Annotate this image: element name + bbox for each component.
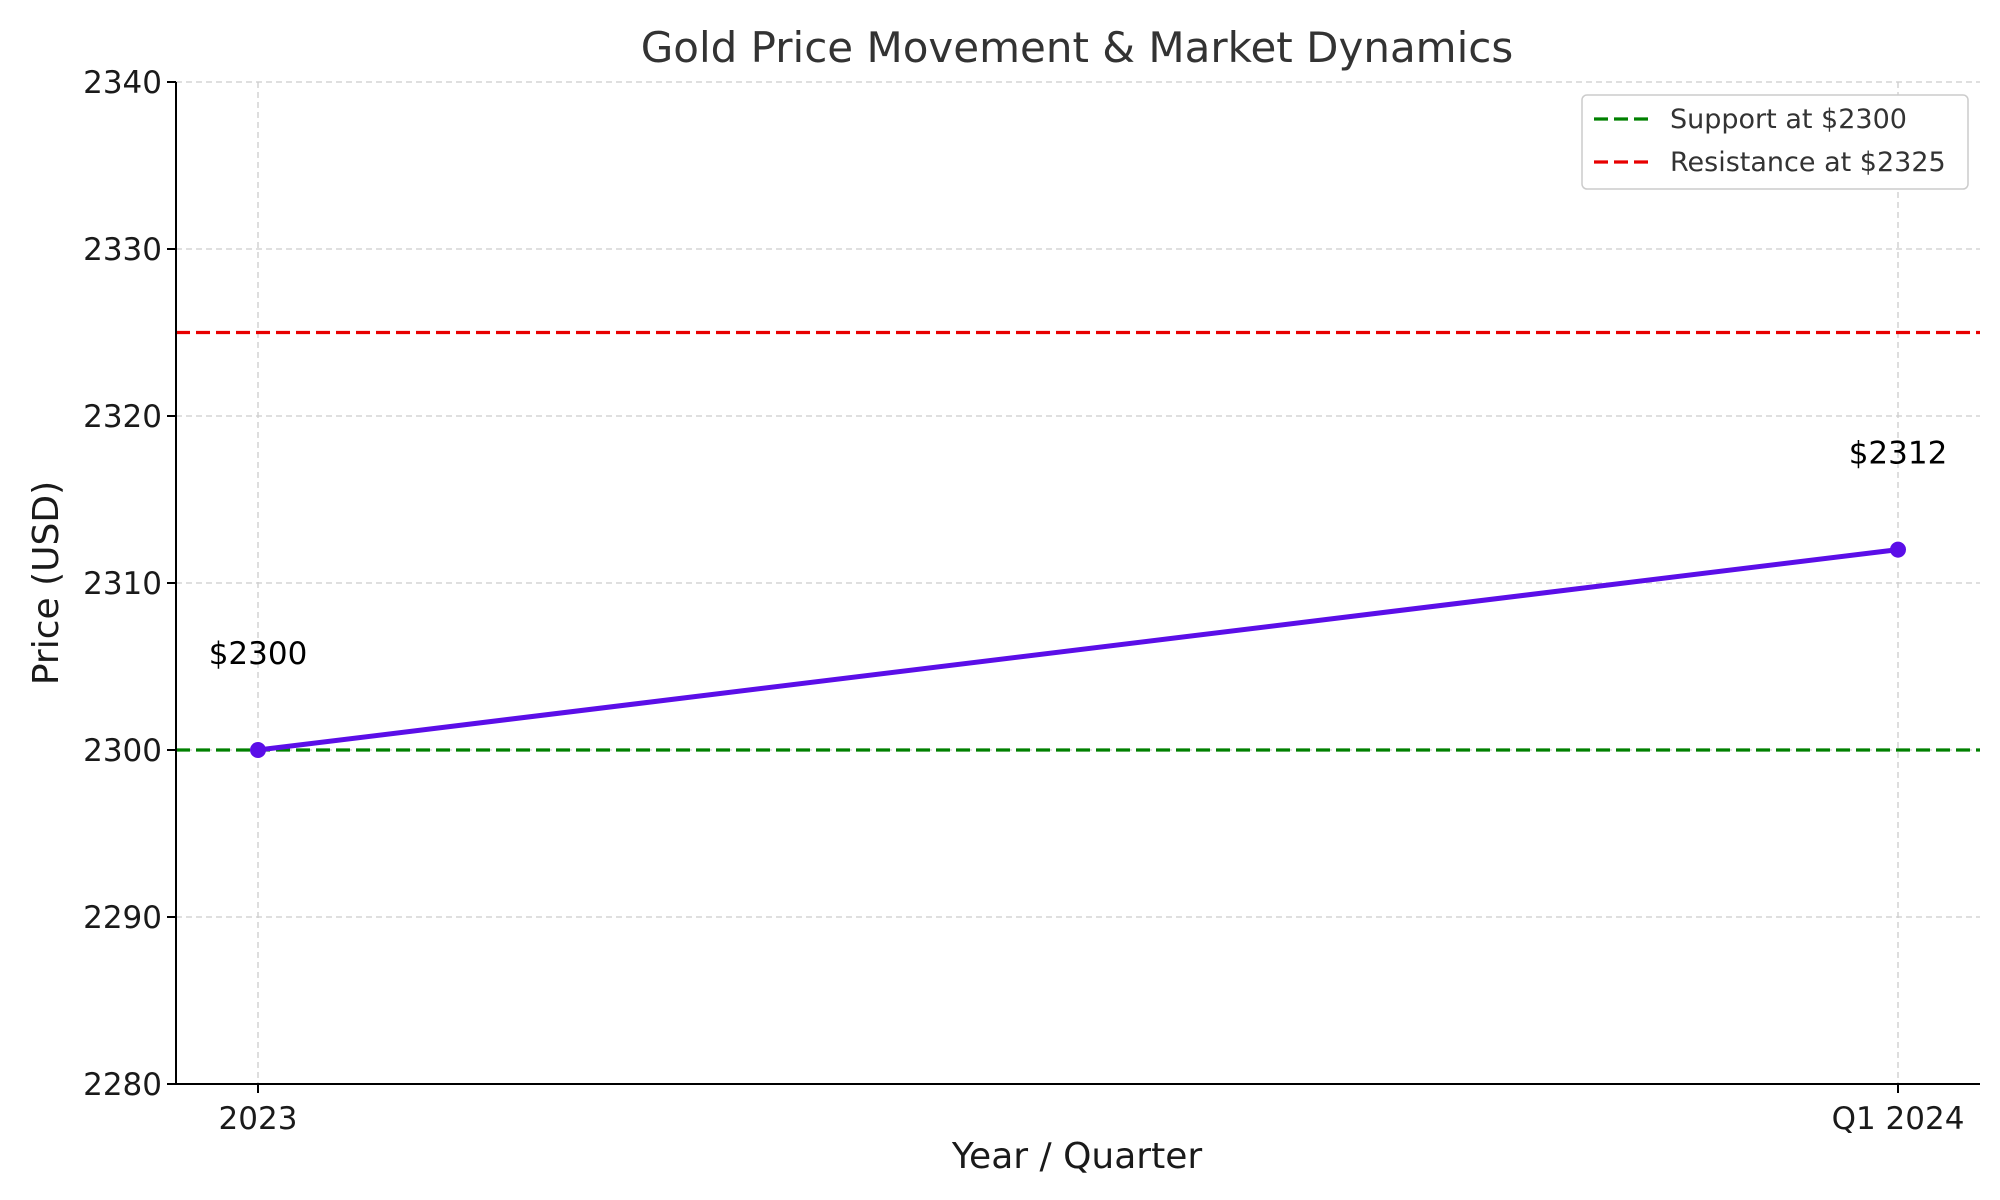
- data-label: $2300: [209, 636, 308, 672]
- y-tick-label: 2290: [83, 900, 162, 936]
- y-tick-label: 2340: [83, 65, 162, 101]
- x-tick-label: 2023: [219, 1101, 298, 1137]
- legend-frame: [1581, 94, 1969, 190]
- y-axis-ticks: 2280 2290 2300 2310 2320 2330 2340: [83, 65, 176, 1103]
- legend-label: Resistance at $2325: [1670, 147, 1946, 178]
- x-tick-label: Q1 2024: [1832, 1101, 1965, 1137]
- chart-title: Gold Price Movement & Market Dynamics: [641, 23, 1513, 72]
- series-line: [257, 547, 1899, 753]
- data-labels: $2300 $2312: [209, 436, 1948, 672]
- x-axis-label: Year / Quarter: [951, 1136, 1203, 1177]
- y-axis-label: Price (USD): [26, 481, 67, 685]
- legend-label: Support at $2300: [1670, 104, 1907, 135]
- y-tick-label: 2280: [83, 1067, 162, 1103]
- grid-lines: [176, 81, 1980, 1084]
- y-tick-label: 2300: [83, 733, 162, 769]
- x-axis-ticks: 2023 Q1 2024: [219, 1084, 1965, 1137]
- data-point: [1890, 541, 1906, 558]
- data-label: $2312: [1849, 436, 1948, 472]
- y-tick-label: 2320: [83, 399, 162, 435]
- y-tick-label: 2330: [83, 232, 162, 268]
- legend: Support at $2300 Resistance at $2325: [1581, 94, 1969, 190]
- reference-lines: [176, 330, 1980, 752]
- data-point: [250, 742, 266, 758]
- y-tick-label: 2310: [83, 566, 162, 602]
- price-series: [250, 541, 1906, 758]
